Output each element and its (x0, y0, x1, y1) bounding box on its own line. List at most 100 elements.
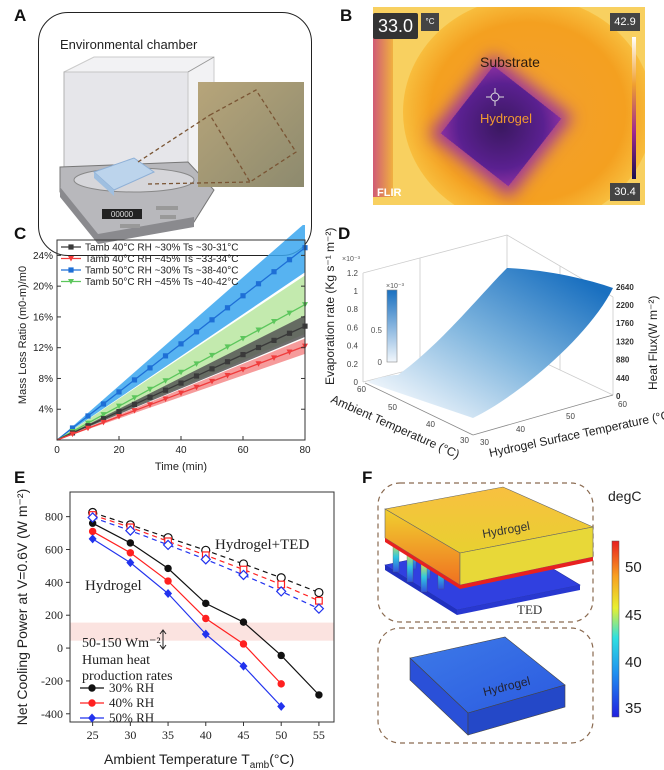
z-tick-label: 0.8 (347, 305, 359, 314)
legend-marker (68, 244, 74, 250)
hydrogel-ted-annotation: Hydrogel+TED (215, 537, 309, 553)
data-point (277, 680, 285, 688)
evaporation-surface (367, 268, 613, 418)
data-point (275, 586, 287, 597)
data-point (286, 349, 293, 356)
data-point (131, 408, 138, 414)
y-tick-label: 8% (39, 374, 54, 385)
data-point (271, 269, 277, 275)
human-heat-label: Human heat (82, 653, 150, 668)
data-point (116, 408, 122, 415)
data-point (315, 691, 323, 699)
data-point (147, 386, 153, 393)
legend-marker (68, 279, 74, 285)
y-axis-label: Mass Loss Ratio (m0-m)/m0 (17, 266, 29, 404)
data-point (209, 378, 215, 385)
panel-label-a: A (14, 6, 27, 25)
surface-temp-axis-label: Hydrogel Surface Temperature (°C) (488, 407, 664, 460)
data-point (147, 402, 153, 408)
panel-label-c: C (14, 224, 27, 243)
legend-marker (88, 713, 96, 723)
z-multiplier: ×10⁻³ (342, 256, 361, 263)
hydrogel-annotation: Hydrogel (85, 578, 142, 594)
x-tick-label: 60 (237, 445, 249, 456)
x-tick-label: 25 (87, 728, 99, 742)
data-point (193, 384, 200, 391)
y-tick-label: -400 (41, 707, 63, 721)
data-point (126, 549, 135, 557)
data-point (271, 319, 277, 325)
data-point (178, 390, 184, 397)
surface-temp-tick-label: 60 (618, 400, 627, 409)
heat-flux-tick-label: 2640 (616, 283, 634, 292)
plot-frame (69, 491, 335, 723)
human-heat-band (70, 622, 334, 641)
z-tick-label: 1 (354, 287, 359, 296)
scale-max: 42.9 (610, 13, 640, 31)
data-point (286, 257, 293, 263)
x-tick-label: 50 (275, 728, 287, 742)
x-tick-label: 55 (313, 728, 325, 742)
panel-label-b: B (340, 6, 353, 25)
legend-marker (88, 699, 96, 707)
chamber-title: Environmental chamber (60, 37, 198, 52)
legend-marker (88, 684, 96, 692)
data-point (224, 372, 231, 379)
data-point (200, 554, 212, 565)
heat-flux-axis-label: Heat Flux(W m⁻²) (646, 296, 660, 390)
y-axis-label: Net Cooling Power at V=0.6V (W m⁻²) (14, 489, 30, 726)
data-point (164, 589, 173, 599)
colorbar-tick: 0 (378, 358, 383, 367)
chart-e: 25 30 35 40 45 50 55 -400 -200 0 200 400 600 800 Ambie… (14, 489, 335, 770)
chart-d-surface: ×10⁻³ 0.5 0 ×10⁻³ 0 0.2 0.4 0.6 0.8 1 1.2 0 440 8… (323, 228, 664, 460)
data-point (240, 335, 246, 342)
x-axis-label: Time (min) (155, 461, 207, 473)
chart-c: 0 20 40 60 80 4% 8% 12% 16% 20% 24% Time (min) Mass … (17, 225, 311, 473)
data-point (286, 330, 293, 336)
data-point (193, 373, 200, 379)
legend-label: 30% RH (109, 680, 154, 695)
data-point (209, 352, 215, 359)
data-point (271, 337, 277, 343)
x-tick-label: 20 (113, 445, 125, 456)
data-point (239, 640, 248, 648)
data-point (239, 661, 248, 671)
balance-illustration: 00000 (59, 56, 304, 244)
y-tick-label: 20% (33, 282, 53, 293)
data-point (314, 587, 324, 598)
temperature-colorbar (611, 540, 620, 718)
data-point (178, 369, 184, 376)
data-point (224, 305, 231, 311)
surface-temp-tick-label: 40 (516, 425, 525, 434)
colorbar-tick: 45 (625, 607, 642, 624)
data-point (116, 389, 122, 395)
heat-flux-tick-label: 1760 (616, 319, 634, 328)
data-point (147, 365, 153, 371)
data-point (100, 412, 107, 418)
legend-label: Tamb 40°C RH ~45% Ts ~33-34°C (85, 254, 238, 265)
data-point (162, 539, 174, 551)
legend-label: 50% RH (109, 710, 154, 725)
heat-flux-tick-label: 0 (616, 392, 621, 401)
data-point (239, 618, 248, 626)
data-point (88, 534, 97, 544)
ambient-tick-label: 40 (426, 420, 435, 429)
ambient-tick-label: 60 (357, 385, 366, 394)
x-tick-label: 45 (237, 728, 249, 742)
data-point (124, 525, 136, 536)
data-point (162, 378, 169, 384)
y-tick-label: 12% (33, 343, 53, 354)
data-point (162, 396, 169, 402)
data-point (162, 353, 169, 359)
data-point (100, 416, 107, 422)
hydrogel-photo (198, 82, 304, 187)
data-point (162, 387, 169, 393)
data-point (131, 401, 138, 408)
data-point (224, 359, 231, 365)
data-point (255, 327, 262, 333)
double-arrow-icon (159, 629, 167, 650)
data-point (88, 519, 97, 527)
z-tick-label: 0.6 (347, 323, 359, 332)
heat-flux-tick-label: 440 (616, 374, 630, 383)
